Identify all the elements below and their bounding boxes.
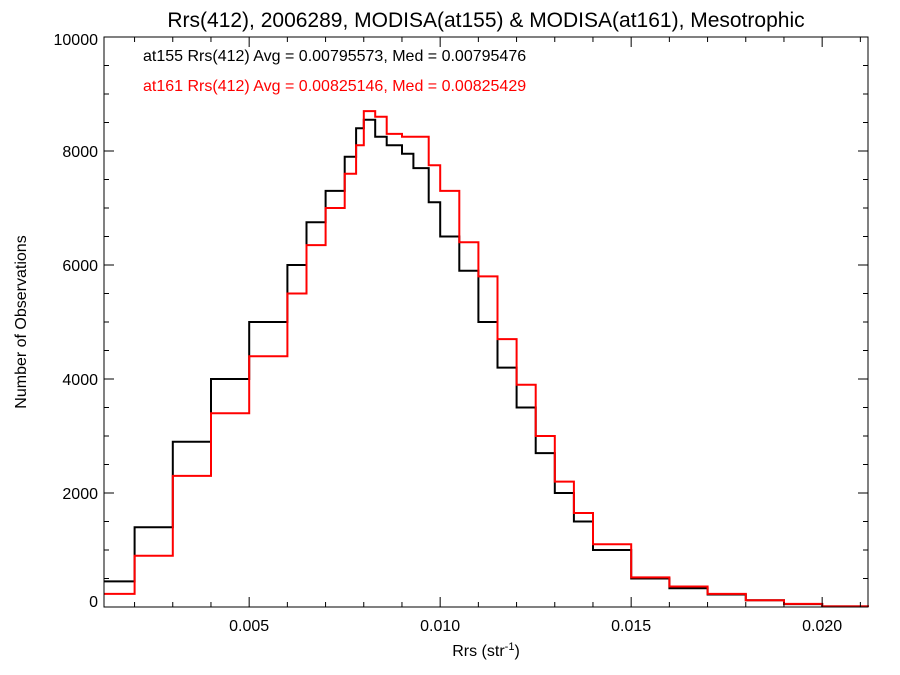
y-tick-label: 0 xyxy=(89,594,98,611)
chart-title: Rrs(412), 2006289, MODISA(at155) & MODIS… xyxy=(167,9,804,32)
x-axis-label-main: Rrs (str xyxy=(452,643,505,660)
series-line-at161 xyxy=(104,110,869,608)
y-tick-label: 2000 xyxy=(62,486,98,503)
x-tick-label: 0.020 xyxy=(802,618,842,635)
y-tick-label: 8000 xyxy=(62,144,98,161)
legend-at155: at155 Rrs(412) Avg = 0.00795573, Med = 0… xyxy=(143,48,526,65)
y-tick-label: 10000 xyxy=(54,32,99,49)
x-axis-label: Rrs (str-1) xyxy=(452,641,520,660)
legend-at161: at161 Rrs(412) Avg = 0.00825146, Med = 0… xyxy=(143,78,526,95)
y-axis-label: Number of Observations xyxy=(13,235,30,408)
x-tick-label: 0.015 xyxy=(611,618,651,635)
x-tick-label: 0.010 xyxy=(420,618,460,635)
series-layer xyxy=(104,110,869,608)
y-tick-label: 6000 xyxy=(62,258,98,275)
x-axis-label-superscript: -1 xyxy=(505,641,515,653)
x-axis-label-close: ) xyxy=(514,643,519,660)
series-line-at155 xyxy=(104,118,869,608)
y-axis: 0 2000 4000 6000 8000 10000 xyxy=(54,32,868,611)
x-tick-label: 0.005 xyxy=(229,618,269,635)
y-tick-label: 4000 xyxy=(62,372,98,389)
x-axis: 0.005 0.010 0.015 0.020 xyxy=(134,37,861,635)
